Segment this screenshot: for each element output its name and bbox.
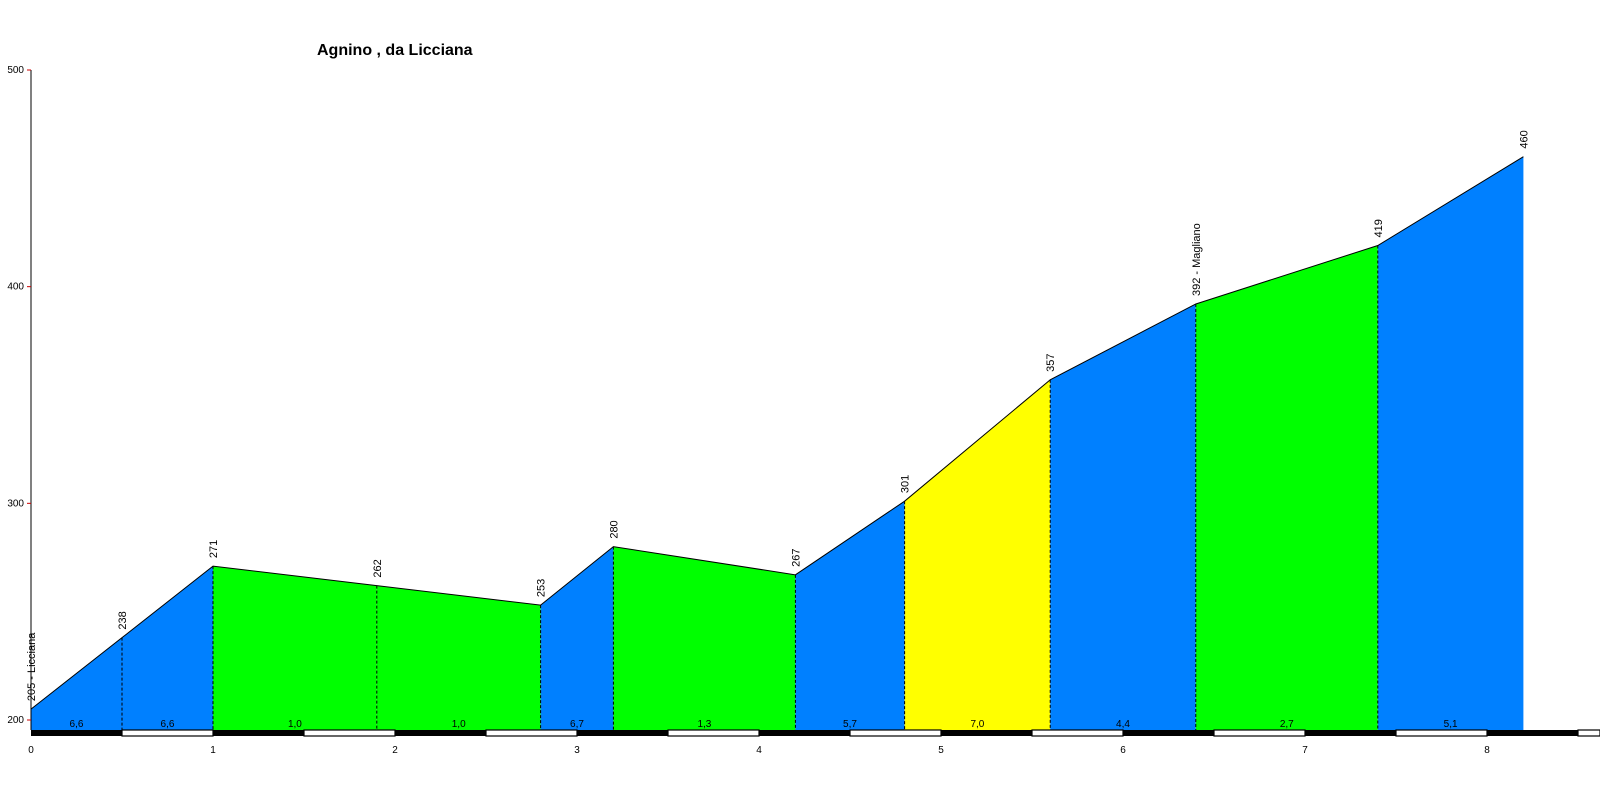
elevation-label: 253 xyxy=(536,579,548,597)
distance-bar-segment xyxy=(759,730,850,736)
profile-outline xyxy=(30,156,1524,710)
elevation-label: 238 xyxy=(117,611,129,629)
elevation-label: 205 - Licciana xyxy=(26,632,38,701)
chart-title: Agnino , da Licciana xyxy=(317,42,473,59)
distance-bar-segment xyxy=(395,730,486,736)
grade-label: 1,0 xyxy=(288,719,302,730)
distance-bar-segment xyxy=(1305,730,1396,736)
y-tick-label: 300 xyxy=(7,498,24,509)
distance-bar-segment xyxy=(667,729,760,737)
profile-segment xyxy=(122,566,213,730)
distance-bar-segment xyxy=(121,729,214,737)
segment-dividers xyxy=(121,245,1379,730)
profile-segment xyxy=(540,546,614,730)
profile-segment xyxy=(376,585,541,730)
distance-bar-segment xyxy=(1123,730,1214,736)
x-axis: 0 1 2 3 4 5 6 7 8 xyxy=(28,729,1600,756)
grade-label: 2,7 xyxy=(1280,719,1294,730)
profile-areas xyxy=(31,156,1524,730)
elevation-label: 267 xyxy=(790,548,802,566)
elevation-labels: 205 - Licciana 238 271 262 253 280 267 301 357 39… xyxy=(26,130,1530,701)
x-tick-label: 7 xyxy=(1302,745,1308,756)
grade-label: 6,7 xyxy=(570,719,584,730)
y-tick-label: 400 xyxy=(7,282,24,293)
distance-bar-segment xyxy=(941,730,1032,736)
profile-segment xyxy=(904,379,1051,730)
profile-segment xyxy=(31,637,122,730)
grade-label: 7,0 xyxy=(970,719,984,730)
grade-label: 4,4 xyxy=(1116,719,1130,730)
y-tick-label: 500 xyxy=(7,65,24,76)
profile-segment xyxy=(795,501,905,730)
grade-label: 5,7 xyxy=(843,719,857,730)
x-tick-label: 1 xyxy=(210,745,216,756)
profile-segment xyxy=(1377,156,1524,730)
x-tick-label: 3 xyxy=(574,745,580,756)
x-tick-label: 2 xyxy=(392,745,398,756)
distance-bar-segment xyxy=(1031,729,1124,737)
elevation-label: 271 xyxy=(208,540,220,558)
elevation-label: 280 xyxy=(608,520,620,538)
distance-bar-segment xyxy=(31,730,122,736)
x-tick-label: 5 xyxy=(938,745,944,756)
grade-label: 6,6 xyxy=(161,719,175,730)
distance-bar-segment xyxy=(1213,729,1306,737)
profile-segment xyxy=(1050,303,1196,730)
x-tick-label: 0 xyxy=(28,745,34,756)
elevation-label: 419 xyxy=(1373,219,1385,237)
distance-bar-segment xyxy=(1577,729,1600,737)
y-axis: 200 300 400 500 xyxy=(7,65,32,730)
x-tick-label: 6 xyxy=(1120,745,1126,756)
grade-label: 5,1 xyxy=(1444,719,1458,730)
distance-bar-segment xyxy=(577,730,668,736)
distance-bar-segment xyxy=(849,729,942,737)
elevation-label: 301 xyxy=(900,475,912,493)
x-tick-label: 8 xyxy=(1484,745,1490,756)
profile-line xyxy=(30,156,1524,710)
elevation-label: 392 - Magliano xyxy=(1191,223,1203,296)
grade-label: 6,6 xyxy=(70,719,84,730)
profile-segment xyxy=(1195,245,1378,730)
elevation-label: 460 xyxy=(1518,130,1530,148)
profile-segment xyxy=(213,566,377,730)
elevation-label: 357 xyxy=(1045,353,1057,371)
grade-label: 1,3 xyxy=(697,719,711,730)
distance-bar-segment xyxy=(303,729,396,737)
profile-segment xyxy=(613,546,796,730)
elevation-label: 262 xyxy=(372,559,384,577)
y-tick-label: 200 xyxy=(7,715,24,726)
distance-bar-segment xyxy=(1395,729,1488,737)
distance-bar-segment xyxy=(1487,730,1578,736)
x-tick-label: 4 xyxy=(756,745,762,756)
distance-bar-segment xyxy=(485,729,578,737)
grade-labels: 6,6 6,6 1,0 1,0 6,7 1,3 5,7 7,0 4,4 2,7 5,1 xyxy=(70,719,1458,730)
grade-label: 1,0 xyxy=(452,719,466,730)
distance-bar-segment xyxy=(213,730,304,736)
